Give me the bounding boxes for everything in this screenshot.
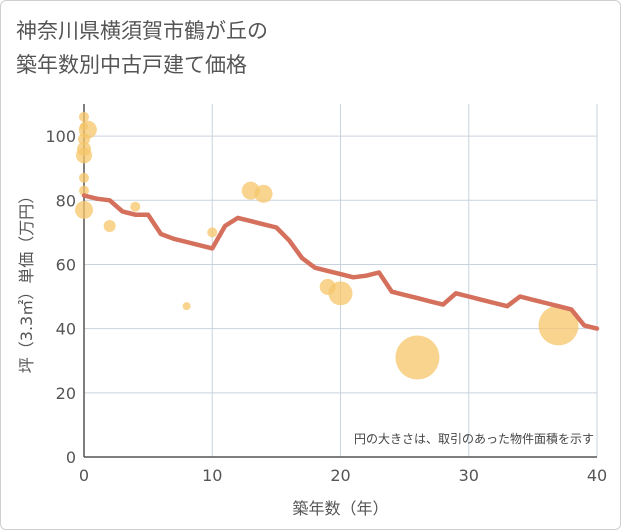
bubble-point (79, 185, 89, 196)
bubble-point (254, 184, 273, 203)
y-tick-label: 40 (56, 320, 76, 339)
grid-lines (84, 104, 598, 457)
x-axis-title: 築年数（年） (292, 499, 388, 518)
y-tick-label: 20 (56, 384, 76, 403)
y-tick-label: 0 (66, 448, 76, 467)
bubble-point (75, 200, 93, 219)
chart-title-line-2: 築年数別中古戸建て価格 (16, 53, 247, 77)
x-tick-label: 0 (79, 466, 89, 485)
average-price-line (81, 193, 600, 331)
tick-labels: 0 20 40 60 80 100 0 10 20 30 40 (45, 127, 607, 485)
x-tick-label: 30 (459, 466, 479, 485)
chart-title-line-1: 神奈川県横須賀市鶴が丘の (16, 19, 268, 43)
x-tick-label: 40 (587, 466, 607, 485)
bubble-point (328, 281, 353, 306)
bubble-point (207, 227, 218, 238)
bubble-point (103, 219, 116, 232)
bubble-point (130, 201, 141, 212)
bubble-point (182, 302, 191, 311)
y-tick-label: 80 (56, 191, 76, 210)
bubble-point (79, 111, 89, 122)
bubble-point (76, 147, 92, 164)
chart-title: 神奈川県横須賀市鶴が丘の 築年数別中古戸建て価格 (16, 14, 268, 82)
bubble-series (75, 111, 579, 380)
bubble-point (79, 172, 89, 183)
x-tick-label: 20 (330, 466, 350, 485)
y-tick-label: 60 (56, 255, 76, 274)
bubble-point (78, 133, 90, 146)
y-tick-label: 100 (45, 127, 76, 146)
bubble-point (538, 305, 579, 346)
bubble-point (395, 335, 440, 380)
bubble-size-note: 円の大きさは、取引のあった物件面積を示す (354, 431, 594, 446)
y-axis-title: 坪（3.3㎡）単価（万円） (17, 188, 36, 373)
x-tick-label: 10 (202, 466, 222, 485)
